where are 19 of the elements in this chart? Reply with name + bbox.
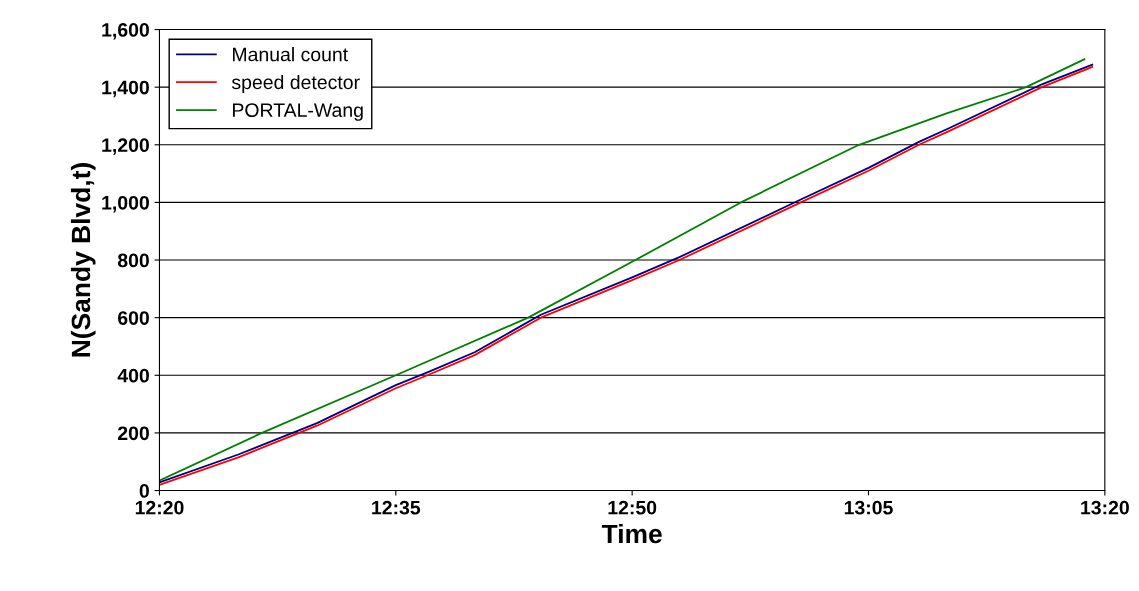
y-tick-label: 0	[139, 484, 149, 498]
x-tick-label: 12:20	[135, 500, 184, 515]
y-tick-label: 200	[117, 426, 149, 441]
x-tick-label: 13:05	[844, 500, 893, 515]
legend-label: PORTAL-Wang	[233, 103, 363, 121]
x-tick-label: 12:35	[372, 500, 421, 515]
y-axis-title: N(Sandy Blvd,t)	[70, 163, 96, 357]
y-tick-label: 1,000	[102, 195, 149, 213]
x-tick-label: 13:20	[1081, 500, 1129, 515]
legend-label: speed detector	[231, 74, 360, 94]
legend-label: Manual count	[233, 47, 348, 62]
y-tick-label: 1,400	[102, 80, 149, 98]
y-tick-label: 400	[117, 368, 149, 383]
y-tick-label: 1,200	[102, 138, 149, 155]
x-tick-label: 12:50	[608, 500, 657, 515]
y-tick-label: 1,600	[102, 23, 149, 40]
x-axis-title: Time	[601, 523, 662, 544]
y-tick-label: 800	[117, 253, 149, 268]
y-tick-label: 600	[118, 311, 149, 325]
